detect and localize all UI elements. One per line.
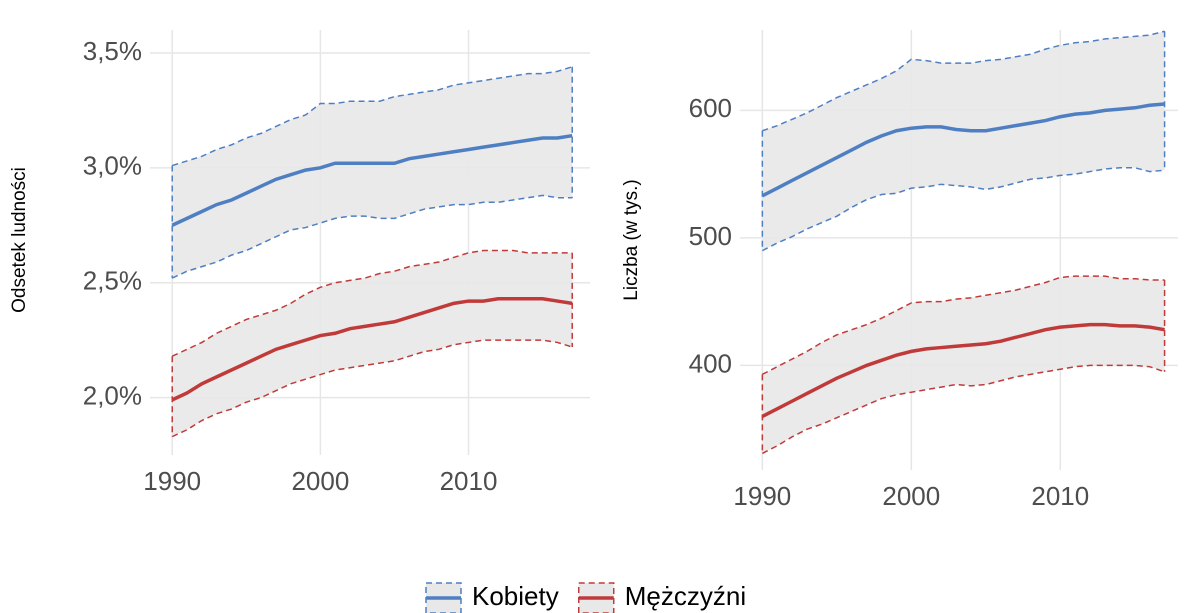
band — [762, 31, 1165, 251]
y-tick-label: 3,0% — [83, 151, 142, 181]
band — [762, 276, 1165, 454]
y-tick-label: 600 — [689, 93, 732, 123]
y-tick-label: 2,0% — [83, 380, 142, 410]
legend-label: Mężczyźni — [625, 581, 746, 611]
legend-label: Kobiety — [472, 581, 559, 611]
bound-line — [171, 249, 573, 357]
x-tick-label: 2000 — [291, 466, 349, 496]
line — [171, 297, 573, 402]
x-tick-label: 2010 — [1031, 481, 1089, 511]
x-tick-label: 2010 — [440, 466, 498, 496]
bound-line — [762, 30, 1165, 132]
y-axis-title: Odsetek ludności — [9, 167, 30, 313]
band — [172, 66, 573, 279]
bound-line — [762, 166, 1165, 252]
x-tick-label: 1990 — [733, 481, 791, 511]
y-tick-label: 400 — [689, 348, 732, 378]
line — [761, 102, 1165, 198]
y-tick-label: 2,5% — [83, 266, 142, 296]
line — [761, 322, 1165, 418]
y-tick-label: 500 — [689, 221, 732, 251]
x-tick-label: 1990 — [143, 466, 201, 496]
bound-line — [762, 364, 1165, 455]
x-tick-label: 2000 — [882, 481, 940, 511]
bound-line — [171, 339, 573, 438]
bound-line — [171, 194, 573, 279]
bound-line — [762, 275, 1165, 376]
y-axis-title: Liczba (w tys.) — [621, 179, 642, 300]
band — [172, 250, 573, 437]
line — [171, 133, 573, 227]
bound-line — [172, 66, 573, 167]
y-tick-label: 3,5% — [83, 36, 142, 66]
